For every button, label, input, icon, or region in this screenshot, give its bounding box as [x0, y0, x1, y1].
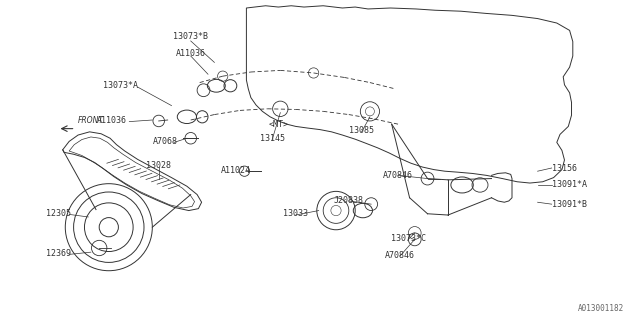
- Text: 13028: 13028: [146, 161, 172, 170]
- Text: FRONT: FRONT: [78, 116, 104, 125]
- Text: A013001182: A013001182: [578, 304, 624, 313]
- Text: 13156: 13156: [552, 164, 577, 172]
- Text: 13091*A: 13091*A: [552, 180, 587, 189]
- Text: 13091*B: 13091*B: [552, 200, 587, 209]
- Text: 13085: 13085: [349, 126, 374, 135]
- Text: J20838: J20838: [334, 196, 364, 204]
- Text: 13073*A: 13073*A: [103, 81, 138, 90]
- Text: A70846: A70846: [383, 171, 413, 180]
- Text: 13073*C: 13073*C: [391, 234, 426, 243]
- Text: 13033: 13033: [283, 209, 308, 218]
- Text: A11024: A11024: [221, 166, 250, 175]
- Text: 13145: 13145: [259, 134, 285, 143]
- Text: <MT>: <MT>: [268, 120, 289, 129]
- Text: A70846: A70846: [385, 251, 415, 260]
- Text: 13073*B: 13073*B: [173, 32, 208, 41]
- Text: 12369: 12369: [46, 249, 72, 258]
- Text: A7068: A7068: [152, 137, 178, 146]
- Text: A11036: A11036: [176, 49, 205, 58]
- Text: 12305: 12305: [46, 209, 72, 218]
- Text: A11036: A11036: [97, 116, 127, 124]
